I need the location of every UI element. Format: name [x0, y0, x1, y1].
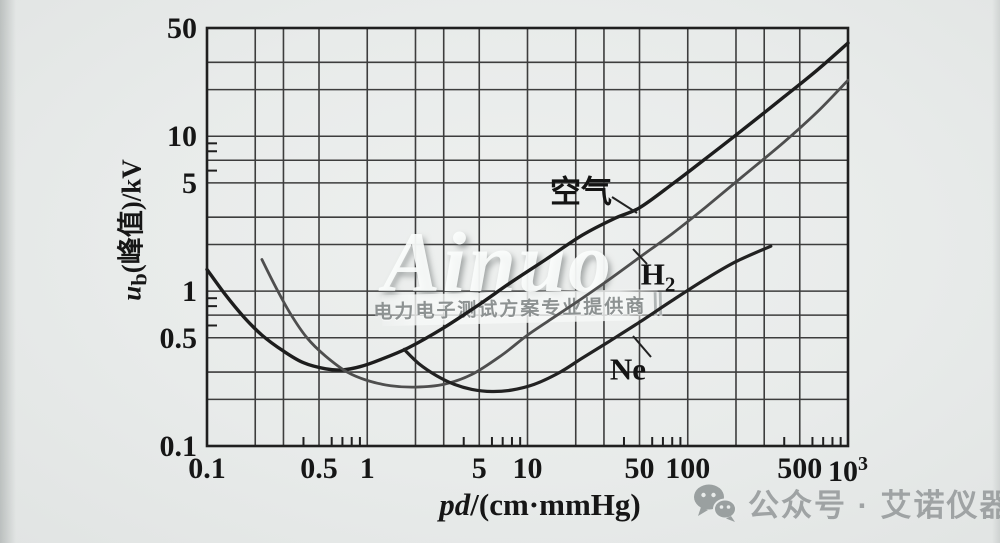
y-axis-label: ub(峰值)/kV: [116, 159, 152, 301]
footer-watermark: 公众号 · 艾诺仪器: [692, 480, 1000, 525]
x-tick-label: 1: [359, 452, 375, 485]
plot-border: [205, 26, 850, 448]
series-label-H2: H2: [640, 256, 676, 297]
footer-watermark-text: 公众号 · 艾诺仪器: [748, 488, 1000, 523]
x-tick-label: 500: [777, 452, 823, 485]
x-tick-label: 103: [828, 453, 868, 488]
y-tick-label: 50: [167, 12, 197, 45]
label-pointer-空气: [611, 196, 638, 214]
x-tick-label: 50: [624, 452, 655, 485]
curve-空气: [205, 41, 850, 372]
series-label-空气: 空气: [550, 174, 612, 210]
curve-H2: [260, 78, 850, 389]
y-tick-label: 1: [182, 275, 197, 309]
wechat-icon: [694, 484, 737, 522]
y-tick-label: 0.1: [159, 430, 198, 463]
label-pointer-H2: [632, 248, 648, 265]
x-axis-label: pd/(cm·mmHg): [439, 487, 641, 522]
label-pointer-Ne: [632, 335, 652, 358]
x-tick-label: 0.5: [300, 452, 338, 485]
y-tick-label: 0.5: [159, 321, 198, 355]
x-tick-label: 10: [512, 452, 543, 485]
y-tick-label: 5: [182, 166, 197, 200]
x-tick-label: 100: [665, 452, 711, 485]
curve-Ne: [402, 244, 773, 394]
series-label-Ne: Ne: [609, 351, 647, 387]
y-tick-label: 10: [167, 120, 197, 154]
x-tick-label: 0.1: [188, 452, 226, 485]
x-tick-label: 5: [471, 452, 487, 485]
